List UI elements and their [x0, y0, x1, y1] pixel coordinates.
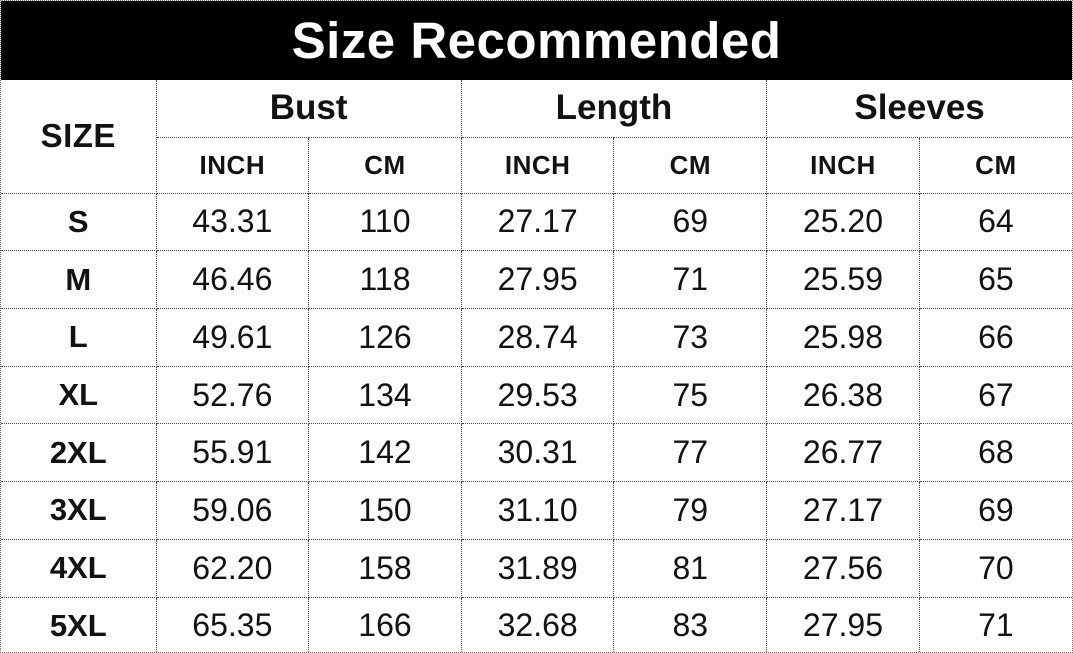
column-header-size: SIZE: [1, 80, 157, 194]
bust-inch-value: 65.35: [155, 596, 310, 652]
length-cm-value: 75: [613, 365, 768, 425]
sleeves-inch-value: 25.20: [766, 192, 920, 252]
length-inch-value: 27.95: [460, 250, 615, 309]
column-header-sleeves: Sleeves: [766, 80, 1072, 138]
sleeves-inch-value: 25.98: [766, 307, 920, 367]
bust-cm-value: 158: [308, 538, 462, 598]
sleeves-cm-value: 64: [918, 192, 1072, 252]
size-label: 3XL: [1, 481, 157, 540]
table-row: S 43.31 110 27.17 69 25.20 64: [1, 192, 1072, 252]
sleeves-inch-value: 27.17: [766, 481, 920, 540]
bust-inch-value: 59.06: [155, 481, 310, 540]
column-header-length: Length: [460, 80, 768, 138]
size-label: S: [1, 192, 157, 252]
bust-cm-value: 118: [308, 250, 462, 309]
sleeves-inch-value: 25.59: [766, 250, 920, 309]
unit-header-bust-inch: INCH: [156, 136, 310, 193]
sleeves-inch-value: 26.77: [766, 423, 920, 483]
length-inch-value: 31.89: [460, 538, 615, 598]
page-title: Size Recommended: [291, 12, 782, 69]
size-label: 5XL: [1, 596, 157, 652]
table-row: XL 52.76 134 29.53 75 26.38 67: [1, 365, 1072, 425]
column-header-bust: Bust: [155, 80, 462, 138]
bust-inch-value: 43.31: [155, 192, 310, 252]
bust-cm-value: 110: [308, 192, 462, 252]
title-bar: Size Recommended: [1, 1, 1072, 80]
bust-cm-value: 166: [308, 596, 462, 652]
table-row: 5XL 65.35 166 32.68 83 27.95 71: [1, 596, 1072, 652]
sleeves-cm-value: 68: [918, 423, 1072, 483]
table-row: 4XL 62.20 158 31.89 81 27.56 70: [1, 538, 1072, 598]
length-inch-value: 30.31: [460, 423, 615, 483]
table-row: L 49.61 126 28.74 73 25.98 66: [1, 307, 1072, 367]
bust-cm-value: 142: [308, 423, 462, 483]
bust-inch-value: 62.20: [155, 538, 310, 598]
length-cm-value: 69: [613, 192, 768, 252]
length-cm-value: 73: [613, 307, 768, 367]
sleeves-inch-value: 26.38: [766, 365, 920, 425]
sleeves-cm-value: 65: [918, 250, 1072, 309]
unit-header-length-inch: INCH: [460, 136, 615, 193]
length-inch-value: 28.74: [460, 307, 615, 367]
length-cm-value: 71: [613, 250, 768, 309]
unit-header-sleeves-inch: INCH: [766, 136, 920, 193]
size-label: 2XL: [1, 423, 157, 483]
length-cm-value: 81: [613, 538, 768, 598]
sleeves-inch-value: 27.95: [766, 596, 920, 652]
sleeves-cm-value: 69: [918, 481, 1072, 540]
table-header-row-groups: SIZE Bust Length Sleeves: [1, 80, 1072, 194]
unit-header-length-cm: CM: [613, 136, 768, 193]
length-cm-value: 77: [613, 423, 768, 483]
sleeves-cm-value: 67: [918, 365, 1072, 425]
size-label: 4XL: [1, 538, 157, 598]
table-row: 2XL 55.91 142 30.31 77 26.77 68: [1, 423, 1072, 483]
unit-header-bust-cm: CM: [308, 136, 462, 193]
length-cm-value: 83: [613, 596, 768, 652]
length-inch-value: 32.68: [460, 596, 615, 652]
bust-inch-value: 49.61: [155, 307, 310, 367]
unit-header-sleeves-cm: CM: [918, 136, 1072, 193]
table-row: 3XL 59.06 150 31.10 79 27.17 69: [1, 481, 1072, 540]
length-inch-value: 29.53: [460, 365, 615, 425]
size-table: SIZE Bust Length Sleeves INCH CM INCH CM…: [1, 80, 1072, 652]
sleeves-cm-value: 66: [918, 307, 1072, 367]
bust-cm-value: 126: [308, 307, 462, 367]
bust-inch-value: 52.76: [155, 365, 310, 425]
table-header-row-units: INCH CM INCH CM INCH CM: [1, 136, 1072, 193]
bust-inch-value: 46.46: [155, 250, 310, 309]
table-row: M 46.46 118 27.95 71 25.59 65: [1, 250, 1072, 309]
bust-inch-value: 55.91: [155, 423, 310, 483]
sleeves-cm-value: 70: [918, 538, 1072, 598]
length-inch-value: 27.17: [460, 192, 615, 252]
size-label: L: [1, 307, 157, 367]
sleeves-cm-value: 71: [918, 596, 1072, 652]
bust-cm-value: 150: [308, 481, 462, 540]
size-label: M: [1, 250, 157, 309]
size-label: XL: [1, 365, 157, 425]
bust-cm-value: 134: [308, 365, 462, 425]
length-inch-value: 31.10: [460, 481, 615, 540]
length-cm-value: 79: [613, 481, 768, 540]
sleeves-inch-value: 27.56: [766, 538, 920, 598]
